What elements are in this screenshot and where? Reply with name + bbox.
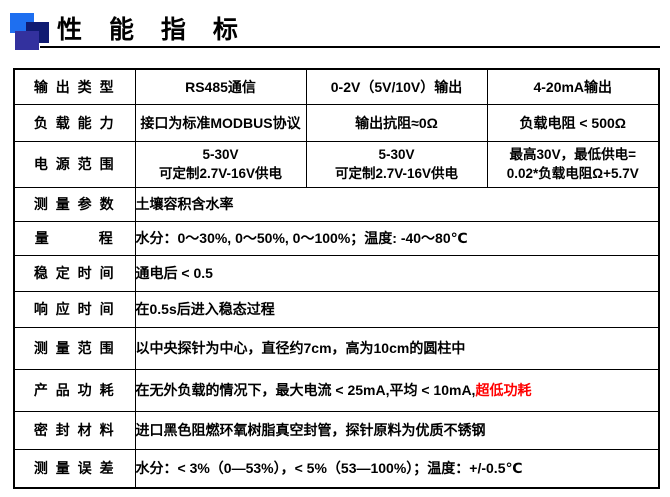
- table-row-measure-param: 测 量 参 数 土壤容积含水率: [13, 186, 660, 222]
- row-label: 测 量 范 围: [13, 326, 136, 370]
- cell-value: 通电后 < 0.5: [134, 254, 660, 292]
- cell-line: 5-30V: [202, 147, 239, 162]
- cell-line: 最高30V，最低供电=: [509, 147, 636, 162]
- cell-value: 5-30V 可定制2.7V-16V供电: [134, 140, 307, 188]
- row-label: 测 量 参 数: [13, 186, 136, 222]
- cell-value: RS485通信: [134, 68, 307, 105]
- cell-value: 4-20mA输出: [486, 68, 660, 105]
- logo-square-purple-icon: [15, 31, 39, 50]
- table-row-power-range: 电 源 范 围 5-30V 可定制2.7V-16V供电 5-30V 可定制2.7…: [13, 140, 660, 188]
- row-label: 密 封 材 料: [13, 410, 136, 450]
- row-label: 稳 定 时 间: [13, 254, 136, 292]
- table-row-measure-error: 测 量 误 差 水分：< 3%（0—53%），< 5%（53—100%）；温度：…: [13, 448, 660, 489]
- cell-value: 输出抗阻≈0Ω: [305, 103, 488, 142]
- cell-line: 0.02*负载电阻Ω+5.7V: [506, 166, 639, 181]
- cell-value: 水分：< 3%（0—53%），< 5%（53—100%）；温度：+/-0.5℃: [134, 448, 660, 489]
- cell-value: 接口为标准MODBUS协议: [134, 103, 307, 142]
- spec-table: 输 出 类 型 RS485通信 0-2V（5V/10V）输出 4-20mA输出 …: [13, 68, 660, 489]
- row-label: 产 品 功 耗: [13, 368, 136, 412]
- title-underline: [40, 46, 660, 48]
- page-title: 性 能 指 标: [57, 16, 248, 44]
- cell-value: 进口黑色阻燃环氧树脂真空封管，探针原料为优质不锈钢: [134, 410, 660, 450]
- cell-text-highlight: 超低功耗: [475, 382, 532, 398]
- table-row-load-capacity: 负 载 能 力 接口为标准MODBUS协议 输出抗阻≈0Ω 负载电阻 < 500…: [13, 103, 660, 142]
- cell-value: 土壤容积含水率: [134, 186, 660, 222]
- cell-line: 可定制2.7V-16V供电: [334, 166, 459, 181]
- cell-value: 最高30V，最低供电= 0.02*负载电阻Ω+5.7V: [486, 140, 660, 188]
- cell-value: 在无外负载的情况下，最大电流 < 25mA,平均 < 10mA,超低功耗: [134, 368, 660, 412]
- cell-value: 负载电阻 < 500Ω: [486, 103, 660, 142]
- row-label: 量 程: [13, 220, 136, 256]
- row-label: 响 应 时 间: [13, 290, 136, 328]
- table-row-seal-material: 密 封 材 料 进口黑色阻燃环氧树脂真空封管，探针原料为优质不锈钢: [13, 410, 660, 450]
- table-row-stabilize-time: 稳 定 时 间 通电后 < 0.5: [13, 254, 660, 292]
- row-label: 输 出 类 型: [13, 68, 136, 105]
- cell-value: 以中央探针为中心，直径约7cm，高为10cm的圆柱中: [134, 326, 660, 370]
- cell-value: 0-2V（5V/10V）输出: [305, 68, 488, 105]
- cell-value: 5-30V 可定制2.7V-16V供电: [305, 140, 488, 188]
- table-row-power-consumption: 产 品 功 耗 在无外负载的情况下，最大电流 < 25mA,平均 < 10mA,…: [13, 368, 660, 412]
- table-row-output-type: 输 出 类 型 RS485通信 0-2V（5V/10V）输出 4-20mA输出: [13, 68, 660, 105]
- row-label: 测 量 误 差: [13, 448, 136, 489]
- row-label: 负 载 能 力: [13, 103, 136, 142]
- cell-value: 在0.5s后进入稳态过程: [134, 290, 660, 328]
- cell-value: 水分：0～30%, 0～50%, 0～100%；温度: -40～80℃: [134, 220, 660, 256]
- table-row-measure-range: 测 量 范 围 以中央探针为中心，直径约7cm，高为10cm的圆柱中: [13, 326, 660, 370]
- cell-text: 在无外负载的情况下，最大电流 < 25mA,平均 < 10mA,: [135, 382, 476, 398]
- table-row-response-time: 响 应 时 间 在0.5s后进入稳态过程: [13, 290, 660, 328]
- cell-line: 5-30V: [378, 147, 415, 162]
- table-row-range: 量 程 水分：0～30%, 0～50%, 0～100%；温度: -40～80℃: [13, 220, 660, 256]
- row-label: 电 源 范 围: [13, 140, 136, 188]
- cell-line: 可定制2.7V-16V供电: [158, 166, 283, 181]
